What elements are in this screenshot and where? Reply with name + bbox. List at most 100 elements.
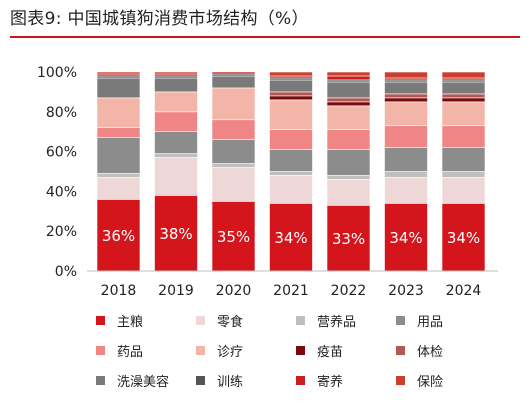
bar-segment [326,179,371,206]
legend-label: 疫苗 [317,344,344,360]
y-tick-label: 80% [46,105,77,121]
legend-item: 用品 [396,312,496,330]
x-tick-label: 2024 [446,283,482,299]
bar-segment [384,93,428,99]
data-label: 36% [102,227,135,245]
bar-segment [96,137,141,174]
bar-segment [96,173,141,178]
bar-segment [326,101,371,107]
x-tick-label: 2021 [273,283,309,299]
legend-swatch [396,375,405,385]
bar-segment [384,97,428,103]
bar-segment [96,97,141,129]
bar-segment [96,127,141,138]
bar-segment [269,203,313,272]
chart-title: 图表9: 中国城镇狗消费市场结构（%） [10,9,309,29]
legend-label: 零食 [217,314,244,330]
legend-item: 药品 [96,342,196,360]
bar-segment [154,131,198,154]
legend-label: 洗澡美容 [117,374,170,390]
legend-item: 营养品 [296,312,396,330]
bar-segment [441,97,486,103]
legend-label: 用品 [417,314,444,330]
x-tick-label: 2020 [216,283,252,299]
bar-segment [211,167,256,202]
bar-segment [384,71,428,79]
bar-segment [269,129,313,150]
y-tick-label: 60% [46,145,77,161]
legend-label: 训练 [217,374,244,390]
legend-label: 保险 [417,374,444,390]
bar-segment [269,91,313,97]
legend-item: 主粮 [96,312,196,330]
bar-segment [326,81,371,99]
bar-segment [211,119,256,140]
bar-segment [326,75,371,81]
legend-item: 训练 [196,372,296,390]
data-label: 34% [447,229,480,247]
chart-legend: 主粮 零食 营养品 用品 药品 诊疗 疫苗 体检 洗澡美容 训练 寄养 保险 [96,312,516,390]
legend-swatch [396,315,405,325]
bar-segment [96,199,141,272]
bar-segment [269,95,313,101]
bar-segment [211,139,256,164]
bar-segment [441,147,486,172]
legend-swatch [196,375,205,385]
bar-segment [441,203,486,272]
bar-segment [269,175,313,204]
bar-segment [211,71,256,75]
bar-segment [154,111,198,133]
legend-item: 保险 [396,372,496,390]
bar-segment [441,101,486,127]
x-tick-label: 2022 [331,283,367,299]
data-label: 35% [217,228,250,246]
y-tick-label: 100% [37,65,77,81]
data-label: 34% [274,229,307,247]
legend-label: 主粮 [117,314,144,330]
data-label: 38% [159,225,192,243]
bar-segment [154,71,198,75]
bar-segment [441,177,486,204]
data-label: 33% [332,230,365,248]
y-tick-label: 40% [46,184,77,200]
bar-segment [154,77,198,93]
bar-segment [326,129,371,150]
bar-segment [211,75,256,89]
bar-segment [269,71,313,77]
bar-segment [441,71,486,79]
bar-segment [326,175,371,180]
bar-segment [269,99,313,131]
bar-segment [384,125,428,148]
bar-segment [384,171,428,178]
bar-segment [96,77,141,99]
legend-item: 诊疗 [196,342,296,360]
x-tick-label: 2018 [101,283,137,299]
bar-segment [326,71,371,77]
legend-label: 营养品 [317,314,357,330]
legend-swatch [396,345,405,355]
bar-segment [269,79,313,93]
legend-swatch [196,315,205,325]
bar-segment [441,125,486,148]
bar-segment [96,177,141,200]
legend-swatch [196,345,205,355]
bar-segment [269,149,313,172]
bar-segment [441,81,486,95]
bar-segment [211,201,256,272]
legend-label: 药品 [117,344,144,360]
x-tick-label: 2019 [158,283,194,299]
legend-item: 寄养 [296,372,396,390]
y-tick-label: 0% [55,264,77,280]
legend-swatch [296,345,305,355]
bar-segment [384,177,428,204]
bar-segment [326,105,371,131]
y-tick-label: 20% [46,224,77,240]
bar-segment [441,93,486,99]
bar-segment [384,81,428,95]
title-divider [10,36,520,38]
legend-item: 零食 [196,312,296,330]
data-label: 34% [389,229,422,247]
legend-swatch [296,315,305,325]
legend-item: 洗澡美容 [96,372,196,390]
bar-segment [384,101,428,127]
